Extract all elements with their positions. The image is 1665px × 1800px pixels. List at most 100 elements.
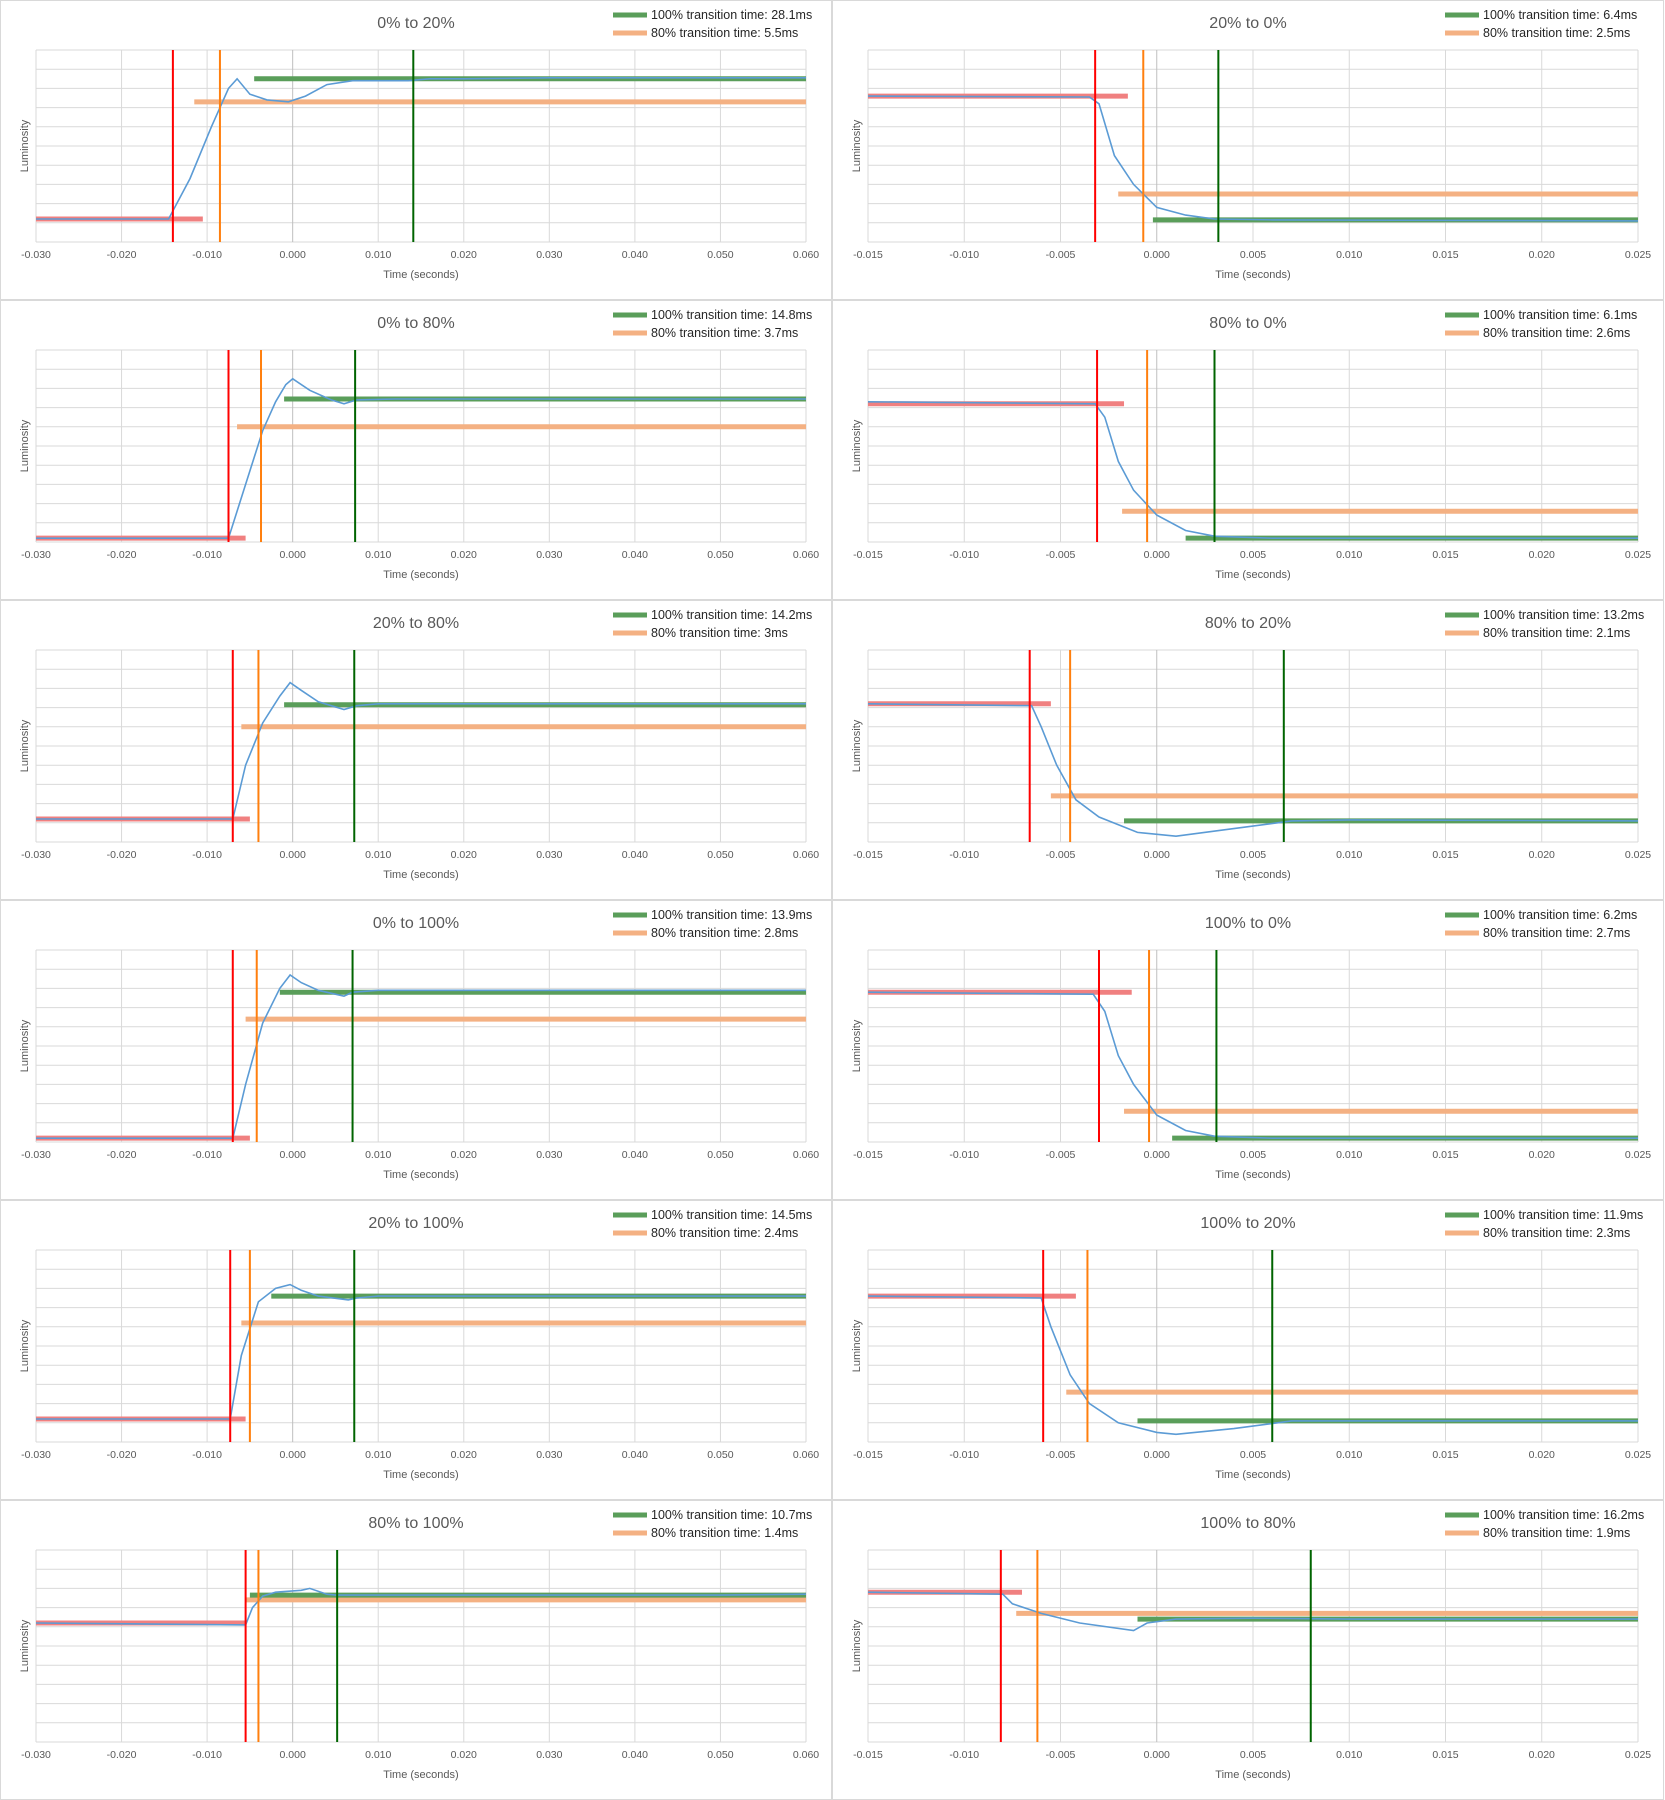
x-tick-label: 0.030 [536, 1749, 562, 1761]
x-tick-label: 0.025 [1625, 249, 1651, 261]
x-tick-label: 0.020 [451, 1149, 477, 1161]
x-tick-label: 0.005 [1240, 849, 1266, 861]
chart-title: 20% to 0% [1209, 15, 1286, 32]
chart-title: 20% to 80% [373, 615, 459, 632]
y-axis-title: Luminosity [851, 119, 863, 172]
legend-label-80: 80% transition time: 2.1ms [1483, 626, 1630, 640]
x-tick-label: 0.060 [793, 249, 819, 261]
legend-label-80: 80% transition time: 1.4ms [651, 1526, 798, 1540]
x-tick-label: 0.000 [280, 1749, 306, 1761]
chart-panel: -0.015 -0.010 -0.005 0.000 0.005 0.010 0.015 0.… [832, 0, 1664, 300]
luminosity-curve [36, 377, 806, 539]
x-tick-label: -0.020 [107, 1149, 137, 1161]
x-tick-label: 0.000 [1144, 1449, 1170, 1461]
x-axis-title: Time (seconds) [1215, 269, 1290, 281]
x-tick-label: 0.000 [280, 549, 306, 561]
x-tick-label: -0.020 [107, 249, 137, 261]
x-tick-label: 0.010 [1336, 1749, 1362, 1761]
x-tick-label: 0.020 [451, 1749, 477, 1761]
legend-label-80: 80% transition time: 2.7ms [1483, 926, 1630, 940]
x-tick-label: 0.015 [1432, 549, 1458, 561]
legend-label-100: 100% transition time: 6.4ms [1483, 8, 1637, 22]
x-axis-title: Time (seconds) [1215, 1469, 1290, 1481]
legend-label-80: 80% transition time: 3ms [651, 626, 788, 640]
x-tick-label: -0.015 [853, 549, 883, 561]
chart-panel: -0.015 -0.010 -0.005 0.000 0.005 0.010 0.015 0.… [832, 300, 1664, 600]
x-axis-title: Time (seconds) [383, 569, 458, 581]
x-tick-label: 0.020 [451, 249, 477, 261]
x-tick-label: -0.005 [1046, 1749, 1076, 1761]
chart-svg: -0.030 -0.020 -0.010 0.000 0.010 0.020 0.030 0.… [19, 8, 819, 281]
x-tick-label: 0.060 [793, 1149, 819, 1161]
x-tick-label: -0.010 [192, 1449, 222, 1461]
legend-label-100: 100% transition time: 13.2ms [1483, 608, 1644, 622]
legend-label-100: 100% transition time: 11.9ms [1483, 1208, 1643, 1222]
chart-svg: -0.015 -0.010 -0.005 0.000 0.005 0.010 0.015 0.… [851, 608, 1651, 881]
x-tick-label: 0.015 [1432, 849, 1458, 861]
x-tick-label: -0.005 [1046, 1149, 1076, 1161]
x-tick-label: 0.020 [451, 1449, 477, 1461]
y-axis-title: Luminosity [851, 1319, 863, 1372]
chart-title: 100% to 0% [1205, 915, 1291, 932]
legend-label-100: 100% transition time: 14.8ms [651, 308, 812, 322]
chart-panel: -0.030 -0.020 -0.010 0.000 0.010 0.020 0.030 0.… [0, 600, 832, 900]
x-tick-label: -0.010 [949, 549, 979, 561]
y-axis-title: Luminosity [19, 119, 31, 172]
x-tick-label: 0.030 [536, 1449, 562, 1461]
x-tick-label: 0.010 [365, 249, 391, 261]
legend-label-100: 100% transition time: 16.2ms [1483, 1508, 1644, 1522]
x-tick-label: 0.005 [1240, 249, 1266, 261]
x-tick-label: 0.040 [622, 1449, 648, 1461]
legend-label-100: 100% transition time: 13.9ms [651, 908, 812, 922]
y-axis-title: Luminosity [851, 419, 863, 472]
x-axis-title: Time (seconds) [383, 1169, 458, 1181]
x-tick-label: 0.020 [1529, 1749, 1555, 1761]
y-axis-title: Luminosity [19, 1019, 31, 1072]
x-tick-label: 0.020 [1529, 1449, 1555, 1461]
x-tick-label: 0.010 [1336, 1149, 1362, 1161]
legend-label-100: 100% transition time: 10.7ms [651, 1508, 812, 1522]
x-tick-label: 0.000 [1144, 1749, 1170, 1761]
x-tick-label: 0.050 [707, 549, 733, 561]
x-tick-label: 0.010 [365, 849, 391, 861]
x-tick-label: -0.015 [853, 849, 883, 861]
x-tick-label: 0.015 [1432, 1449, 1458, 1461]
legend-label-80: 80% transition time: 2.8ms [651, 926, 798, 940]
luminosity-curve [35, 1587, 807, 1626]
chart-title: 0% to 20% [377, 15, 454, 32]
chart-svg: -0.030 -0.020 -0.010 0.000 0.010 0.020 0.030 0.… [19, 1508, 819, 1781]
x-tick-label: -0.020 [107, 1449, 137, 1461]
chart-panel: -0.015 -0.010 -0.005 0.000 0.005 0.010 0.015 0.… [832, 600, 1664, 900]
x-tick-label: -0.015 [853, 1149, 883, 1161]
x-tick-label: 0.060 [793, 549, 819, 561]
x-axis-title: Time (seconds) [1215, 569, 1290, 581]
x-tick-label: 0.025 [1625, 549, 1651, 561]
chart-panel: -0.030 -0.020 -0.010 0.000 0.010 0.020 0.030 0.… [0, 900, 832, 1200]
x-tick-label: -0.010 [949, 849, 979, 861]
x-tick-label: 0.015 [1432, 249, 1458, 261]
chart-title: 0% to 100% [373, 915, 459, 932]
x-tick-label: 0.025 [1625, 849, 1651, 861]
luminosity-curve [867, 703, 1639, 838]
chart-title: 80% to 100% [368, 1515, 463, 1532]
x-tick-label: -0.010 [949, 1449, 979, 1461]
chart-svg: -0.030 -0.020 -0.010 0.000 0.010 0.020 0.030 0.… [19, 908, 819, 1181]
legend-label-80: 80% transition time: 2.5ms [1483, 26, 1630, 40]
luminosity-curve [36, 77, 806, 220]
chart-svg: -0.015 -0.010 -0.005 0.000 0.005 0.010 0.015 0.… [851, 1508, 1651, 1781]
x-tick-label: 0.025 [1625, 1149, 1651, 1161]
x-axis-title: Time (seconds) [383, 869, 458, 881]
x-axis-title: Time (seconds) [383, 1469, 458, 1481]
x-tick-label: 0.030 [536, 849, 562, 861]
x-axis-title: Time (seconds) [383, 1769, 458, 1781]
legend-label-100: 100% transition time: 6.2ms [1483, 908, 1637, 922]
x-tick-label: -0.005 [1046, 549, 1076, 561]
x-tick-label: -0.010 [949, 1149, 979, 1161]
x-tick-label: -0.030 [21, 1449, 51, 1461]
x-tick-label: -0.005 [1046, 249, 1076, 261]
x-tick-label: 0.020 [1529, 549, 1555, 561]
luminosity-curve [867, 1295, 1638, 1436]
x-tick-label: 0.010 [365, 1749, 391, 1761]
x-tick-label: 0.050 [707, 849, 733, 861]
x-tick-label: 0.060 [793, 849, 819, 861]
